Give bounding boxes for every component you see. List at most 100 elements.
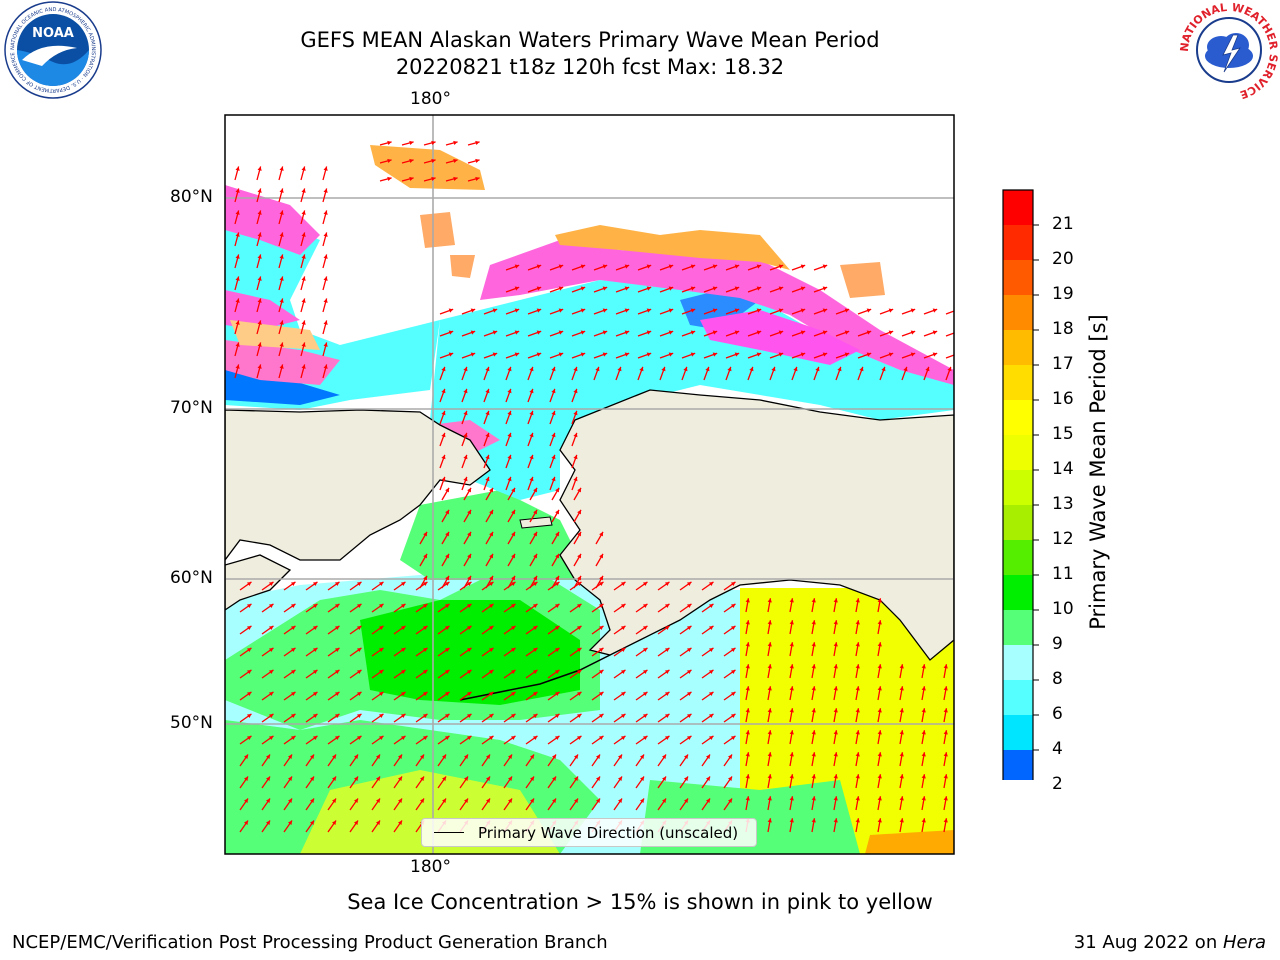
wave-arrow-head	[312, 691, 318, 697]
wave-arrow-head	[778, 352, 784, 357]
wave-arrow-head	[833, 796, 838, 801]
wave-arrow-head	[705, 798, 711, 804]
wave-arrow-head	[727, 776, 733, 782]
wave-arrow-head	[445, 509, 449, 515]
wave-arrow-head	[690, 264, 696, 269]
wave-arrow-head	[602, 330, 608, 335]
wave-arrow-head	[409, 158, 414, 164]
wave-arrow-head	[279, 276, 284, 281]
wave-arrow-head	[422, 603, 428, 609]
colorbar-tick-label: 12	[1052, 529, 1074, 549]
wave-arrow-head	[767, 818, 772, 823]
sea-ice-outer-orange	[555, 225, 790, 270]
wave-arrow-head	[932, 352, 938, 357]
wave-arrow-head	[661, 798, 667, 804]
wave-arrow-head	[767, 598, 772, 603]
wave-arrow-head	[510, 713, 516, 719]
wave-arrow-head	[467, 553, 471, 559]
wave-arrow-head	[353, 776, 359, 782]
wave-arrow-head	[378, 625, 384, 631]
wave-arrow-head	[353, 798, 359, 804]
wave-arrow-head	[441, 798, 447, 804]
wave-arrow-head	[580, 264, 586, 269]
wave-field-chukchi	[430, 280, 954, 500]
wave-arrow-head	[943, 730, 948, 735]
wave-arrow-head	[475, 158, 480, 164]
wave-arrow-head	[246, 625, 252, 631]
wave-arrow-head	[833, 752, 838, 757]
wave-arrow-head	[573, 776, 579, 782]
wave-arrow-head	[235, 210, 240, 215]
wave-arrow-head	[642, 581, 648, 587]
wave-arrow-head	[323, 254, 328, 259]
wave-arrow-head	[510, 735, 516, 741]
wave-arrow-head	[756, 330, 762, 335]
wave-arrow-head	[598, 647, 604, 653]
wave-arrow-head	[712, 286, 718, 291]
wave-arrow-head	[642, 735, 648, 741]
wave-arrow-head	[811, 752, 816, 757]
wave-arrow-head	[301, 166, 306, 171]
wave-arrow-head	[822, 308, 828, 313]
wave-arrow-head	[686, 625, 692, 631]
wave-arrow-head	[712, 330, 718, 335]
wave-arrow-head	[598, 625, 604, 631]
wave-arrow-head	[551, 476, 556, 482]
wave-arrow-head	[265, 754, 271, 760]
wave-arrow-head	[375, 776, 381, 782]
wave-arrow-head	[312, 647, 318, 653]
wave-arrow-head	[301, 342, 306, 347]
wave-arrow-head	[514, 286, 520, 291]
wave-arrow-head	[510, 669, 516, 675]
wave-arrow	[945, 332, 954, 337]
wave-arrow-head	[453, 176, 458, 182]
wave-arrow-head	[265, 798, 271, 804]
wave-arrow-head	[356, 713, 362, 719]
wave-arrow-head	[833, 664, 838, 669]
wave-arrow-head	[279, 254, 284, 259]
wave-arrow-head	[705, 366, 710, 372]
wave-direction-arrows	[234, 140, 954, 833]
wave-arrow-head	[686, 669, 692, 675]
wave-arrow-head	[811, 686, 816, 691]
wave-arrow-head	[899, 796, 904, 801]
wave-arrow-head	[265, 776, 271, 782]
wave-arrow-head	[441, 454, 446, 460]
wave-arrow-head	[727, 366, 732, 372]
wave-arrow-head	[943, 796, 948, 801]
colorbar-band	[1003, 680, 1033, 715]
wave-arrow-head	[690, 352, 696, 357]
wave-arrow-head	[576, 581, 582, 587]
land-st-lawrence-island	[519, 516, 553, 529]
wave-arrow-head	[646, 286, 652, 291]
wave-arrow-head	[290, 581, 296, 587]
wave-arrow-head	[453, 158, 458, 164]
colorbar-tick-label: 11	[1052, 564, 1074, 584]
wave-arrow-head	[309, 754, 315, 760]
wave-arrow-head	[617, 776, 623, 782]
wave-arrow-head	[400, 691, 406, 697]
legend-label: Primary Wave Direction (unscaled)	[478, 823, 739, 842]
wave-arrow-head	[510, 647, 516, 653]
wave-arrow-head	[620, 669, 626, 675]
wave-arrow-head	[268, 691, 274, 697]
wave-arrow-head	[309, 820, 315, 826]
wave-arrow-head	[257, 232, 262, 237]
wave-arrow-head	[257, 342, 262, 347]
wave-arrow-head	[661, 776, 667, 782]
wave-arrow-head	[921, 664, 926, 669]
wave-arrow-head	[246, 713, 252, 719]
wave-arrow-head	[639, 776, 645, 782]
wave-arrow-head	[378, 669, 384, 675]
wave-arrow-head	[708, 647, 714, 653]
wave-arrow-head	[554, 603, 560, 609]
wave-arrow-head	[767, 796, 772, 801]
wave-arrow-head	[745, 796, 750, 801]
wave-arrow-head	[290, 669, 296, 675]
colorbar-band	[1003, 435, 1033, 470]
wave-arrow-head	[555, 575, 559, 581]
wave-arrow-head	[551, 454, 556, 460]
wave-arrow-head	[246, 603, 252, 609]
wave-arrow-head	[489, 531, 493, 537]
wave-arrow-head	[646, 352, 652, 357]
